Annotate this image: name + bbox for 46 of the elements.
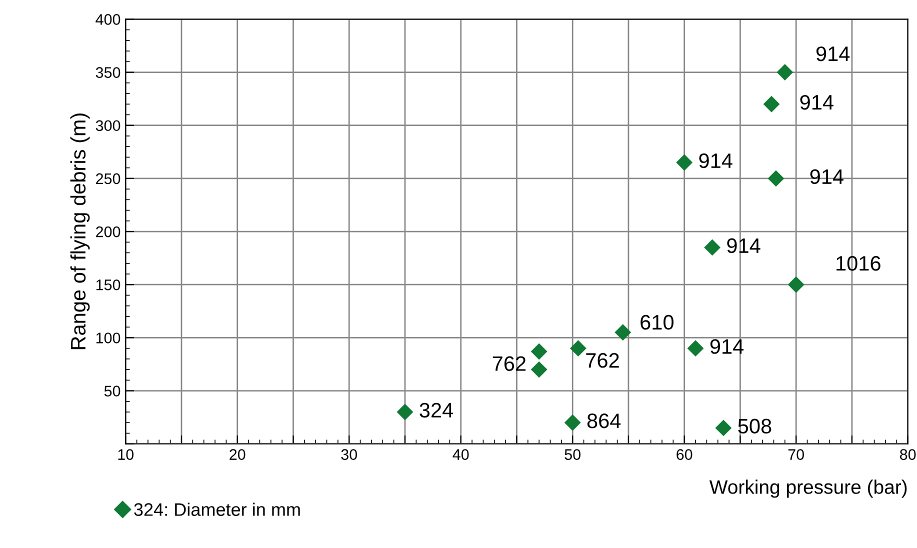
x-tick-label: 50 <box>564 449 580 460</box>
annotation: 508 <box>738 418 772 434</box>
point <box>564 414 581 431</box>
x-tick-label: 20 <box>230 449 246 460</box>
point <box>530 343 548 360</box>
annotation: 762 <box>586 353 619 368</box>
x-tick-label: 80 <box>900 449 916 460</box>
y-tick-label: 350 <box>96 67 120 78</box>
point <box>687 340 704 357</box>
point <box>396 404 414 420</box>
x-tick-label: 60 <box>676 449 692 460</box>
point <box>776 64 794 80</box>
annotation: 610 <box>640 314 674 330</box>
annotation: 914 <box>699 153 732 168</box>
y-tick-label: 100 <box>96 332 120 344</box>
point <box>676 154 693 171</box>
point <box>530 361 548 378</box>
annotation: 914 <box>816 46 850 62</box>
annotation: 762 <box>492 356 526 371</box>
x-tick-label: 10 <box>118 449 134 460</box>
point <box>715 420 732 436</box>
y-tick-label: 150 <box>96 279 120 290</box>
y-tick-label: 250 <box>96 173 120 184</box>
y-tick-label: 50 <box>104 386 120 396</box>
point <box>614 324 632 341</box>
point <box>704 239 720 256</box>
point <box>788 276 804 293</box>
annotation: 864 <box>587 413 621 428</box>
annotation: 324 <box>420 402 454 418</box>
annotation: 914 <box>727 238 760 254</box>
x-tick-label: 30 <box>341 449 358 460</box>
annotation: 914 <box>810 169 844 184</box>
annotation: 914 <box>710 339 744 354</box>
y-tick-label: 200 <box>96 226 120 238</box>
annotation: 1016 <box>836 256 880 271</box>
y-axis-title: Range of flying debris (m) <box>70 114 90 350</box>
point <box>763 96 780 112</box>
annotation: 914 <box>800 94 834 110</box>
y-tick-label: 400 <box>96 14 120 25</box>
point <box>570 340 586 357</box>
y-tick-label: 300 <box>96 120 120 132</box>
x-tick-label: 40 <box>452 449 469 460</box>
legend-label: 324: Diameter in mm <box>134 502 300 516</box>
x-axis-title: Working pressure (bar) <box>709 480 907 498</box>
x-tick-label: 70 <box>788 449 804 460</box>
point <box>768 170 784 187</box>
